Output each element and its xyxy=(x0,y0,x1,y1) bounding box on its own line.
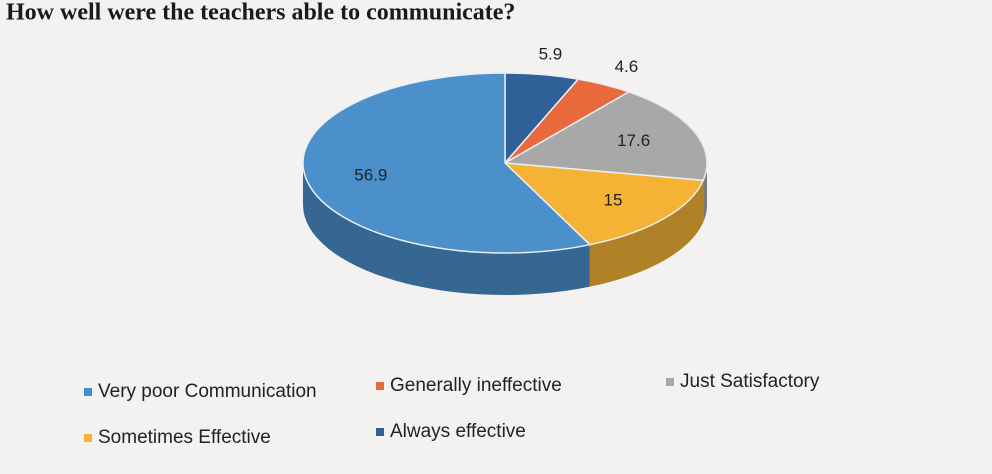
legend-marker xyxy=(666,378,674,386)
legend-marker xyxy=(84,434,92,442)
slice xyxy=(302,72,592,254)
legend: Always effective Generally ineffective Jus… xyxy=(84,371,820,448)
legend-marker xyxy=(376,428,384,436)
legend-label: Just Satisfactory xyxy=(680,371,820,392)
pie-tops xyxy=(302,72,708,254)
chart-title: How well were the teachers able to commu… xyxy=(6,0,515,26)
data-labels: 5.9 4.6 17.6 15 56.9 xyxy=(354,45,650,210)
slice-side xyxy=(589,180,704,287)
slice-side xyxy=(703,163,707,223)
data-label: 56.9 xyxy=(354,166,387,185)
legend-label: Sometimes Effective xyxy=(98,427,271,448)
legend-label: Generally ineffective xyxy=(390,375,562,396)
legend-label: Very poor Communication xyxy=(98,381,317,402)
slice-side xyxy=(303,163,590,295)
data-label: 17.6 xyxy=(617,131,650,150)
pie-sides xyxy=(303,163,707,295)
data-label: 15 xyxy=(604,190,623,209)
slice xyxy=(502,162,705,246)
legend-label: Always effective xyxy=(390,421,526,442)
legend-marker xyxy=(84,388,92,396)
legend-marker xyxy=(376,382,384,390)
slice xyxy=(502,91,708,182)
data-label: 5.9 xyxy=(539,45,563,64)
data-label: 4.6 xyxy=(615,57,639,76)
